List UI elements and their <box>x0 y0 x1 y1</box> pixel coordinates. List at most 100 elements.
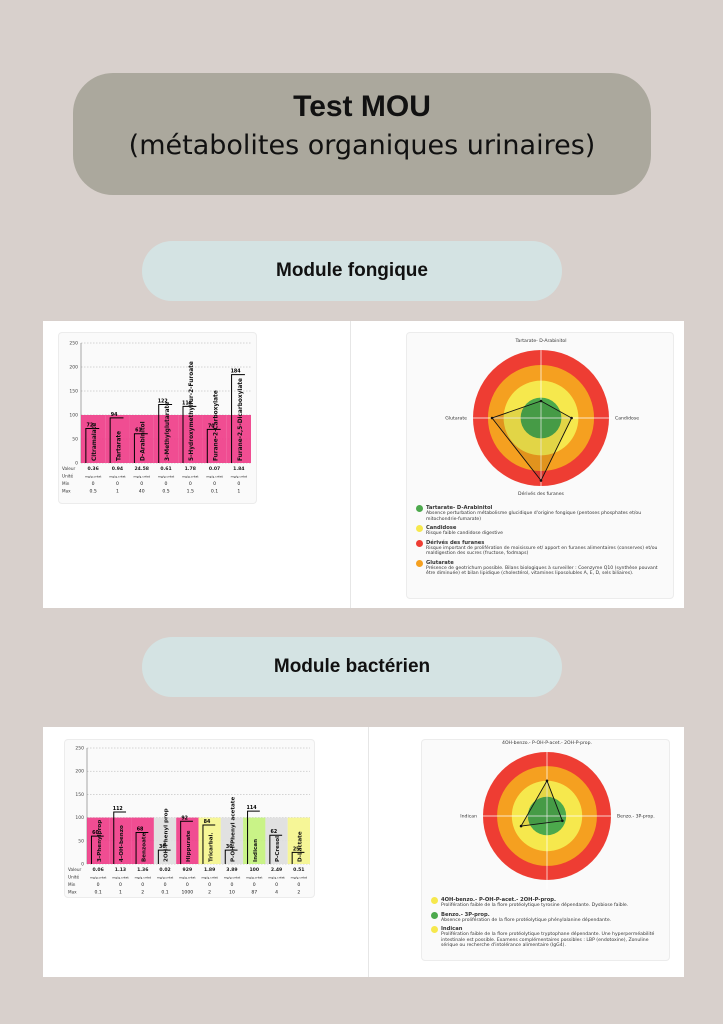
table-row-label: Max <box>68 890 77 895</box>
data-label: 114 <box>247 805 258 811</box>
category-label: Indican <box>253 839 259 862</box>
range-band <box>176 817 199 864</box>
table-cell: 40 <box>139 489 145 495</box>
table-cell: 0 <box>213 481 216 487</box>
table-cell: mg/g.créat <box>206 475 223 479</box>
table-cell: 1000 <box>181 890 193 896</box>
page-title: Test MOU <box>293 90 431 123</box>
category-label: Furane-2,5-Dicarboxylate <box>238 378 244 461</box>
y-tick-label: 100 <box>75 815 84 821</box>
radar-polygon <box>520 779 563 827</box>
radar-point <box>545 779 549 783</box>
value-bar <box>85 427 100 463</box>
category-label: Tricarbal. <box>208 832 214 862</box>
data-label: 94 <box>111 412 118 418</box>
table-cell: mg/g.créat <box>158 475 175 479</box>
radar-axis-label: Glutarate <box>445 416 467 422</box>
table-cell: 1 <box>119 890 122 896</box>
radar-axis-label: Candidose <box>615 416 639 422</box>
table-cell: 0.94 <box>112 466 123 472</box>
legend-title: 4OH-benzo.- P-OH-P-acet.- 2OH-P-prop. <box>441 897 556 903</box>
table-cell: 0 <box>253 882 256 888</box>
data-label: 68 <box>137 826 144 832</box>
table-cell: 87 <box>251 890 257 896</box>
radar-point <box>519 824 523 828</box>
value-bar <box>269 834 283 864</box>
value-bar <box>224 849 238 864</box>
legend-item: Indican Prolifération faible de la flore … <box>431 926 663 949</box>
y-tick-label: 250 <box>69 341 78 347</box>
table-cell: 0.1 <box>161 890 168 896</box>
y-tick-label: 150 <box>75 792 84 798</box>
fungal-panel: 0 50 100 150 200 250 72 Citramalate 94 Tartarate 6… <box>43 321 684 608</box>
status-dot-icon <box>431 926 438 933</box>
legend-description: Présence de geotrichum possible. Bilans … <box>426 565 658 577</box>
table-cell: 0 <box>92 481 95 487</box>
status-dot-icon <box>431 911 438 919</box>
bacterial-bar-chart: 050100150200250603-Phenylprop1124-OH-ben… <box>68 746 310 896</box>
table-cell: 4 <box>275 890 278 896</box>
table-row-label: Valeur <box>68 867 81 872</box>
table-cell: 0 <box>140 481 143 487</box>
data-label: 30 <box>226 844 233 850</box>
table-cell: mg/g.créat <box>231 475 248 479</box>
table-cell: 0.5 <box>89 489 96 495</box>
table-cell: 1.89 <box>204 867 215 873</box>
table-cell: mg/g.créat <box>112 876 129 880</box>
table-cell: 1.78 <box>185 466 196 472</box>
data-label: 92 <box>181 815 188 821</box>
table-cell: 0.07 <box>209 466 220 472</box>
y-tick-label: 100 <box>69 413 78 419</box>
value-bar <box>133 433 148 463</box>
range-band <box>243 817 266 864</box>
table-cell: 0 <box>97 882 100 888</box>
range-band <box>87 817 110 864</box>
table-cell: 0 <box>119 882 122 888</box>
fungal-radar-card: Tartarate- D-Arabinitol Dérivés des furan… <box>406 332 674 599</box>
y-tick-label: 250 <box>75 746 84 752</box>
status-dot-icon <box>416 505 423 512</box>
table-cell: 1 <box>237 489 240 495</box>
table-cell: 2.49 <box>271 867 282 873</box>
fungal-radar-legend: Tartarate- D-Arabinitol Absence perturbat… <box>416 505 666 580</box>
table-cell: mg/g.créat <box>224 876 241 880</box>
radar-axis-label: 4OH-benzo.- P-OH-P-acet.- 2OH-P-prop. <box>502 740 592 746</box>
page-subtitle: (métabolites organiques urinaires) <box>128 130 596 161</box>
table-cell: mg/g.créat <box>182 475 199 479</box>
table-row-label: Unité <box>62 474 74 479</box>
category-label: P-Cresol <box>275 836 281 862</box>
table-cell: 0.1 <box>94 890 101 896</box>
table-cell: 2 <box>297 890 300 896</box>
table-cell: mg/g.créat <box>157 876 174 880</box>
data-label: 184 <box>231 369 242 375</box>
range-band <box>198 817 221 864</box>
table-cell: 0 <box>230 882 233 888</box>
table-cell: 0 <box>237 481 240 487</box>
table-cell: 0.36 <box>87 466 98 472</box>
legend-item: 4OH-benzo.- P-OH-P-acet.- 2OH-P-prop. Pro… <box>431 897 663 909</box>
range-band <box>81 415 106 463</box>
legend-title: Dérivés des furanes <box>426 539 485 546</box>
value-bar <box>202 824 216 864</box>
data-label: 70 <box>208 423 215 429</box>
legend-item: Benzo.- 3P-prop. Absence prolifération de… <box>431 911 663 924</box>
table-cell: 0.1 <box>211 489 218 495</box>
range-band <box>178 415 203 463</box>
status-dot-icon <box>416 539 423 547</box>
table-row-label: Valeur <box>62 466 75 471</box>
legend-description: Risque faible candidose digestive <box>426 531 503 536</box>
range-band <box>131 817 154 864</box>
category-label: Hippurate <box>186 830 192 862</box>
table-cell: 1.36 <box>137 867 148 873</box>
value-bar <box>182 405 197 463</box>
table-cell: 24.58 <box>134 466 149 472</box>
table-row-label: Max <box>62 489 71 494</box>
value-bar <box>247 810 260 864</box>
fungal-radar-chart: Tartarate- D-Arabinitol Dérivés des furan… <box>445 338 639 497</box>
legend-description: Absence prolifération de la flore protéo… <box>441 917 612 923</box>
y-tick-label: 200 <box>69 365 78 371</box>
panel-divider <box>350 321 351 608</box>
category-label: 3-Phenylprop <box>97 820 103 862</box>
range-band <box>109 817 132 864</box>
data-label: 122 <box>158 398 168 404</box>
